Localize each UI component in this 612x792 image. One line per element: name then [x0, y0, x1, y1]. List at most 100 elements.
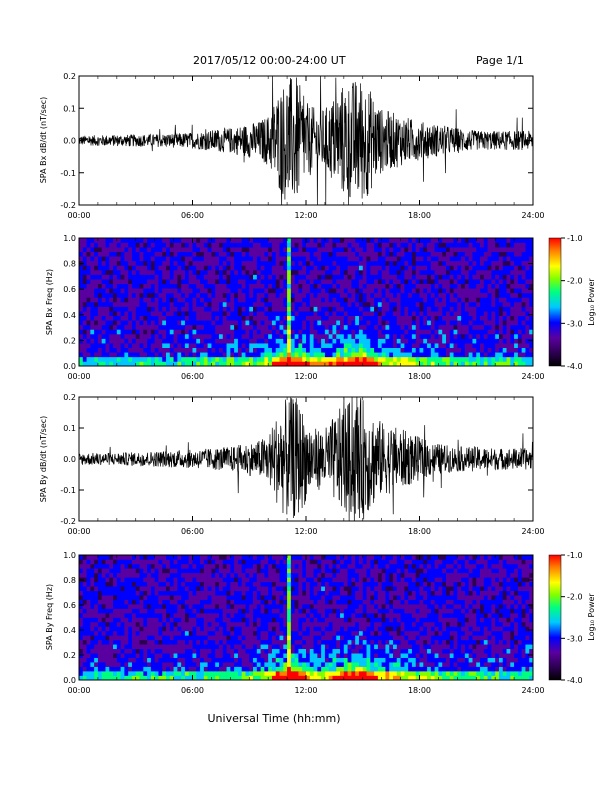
bx-spectrogram-cell	[393, 334, 398, 339]
by-spectrogram-cell	[79, 666, 84, 672]
bx-spectrogram-cell	[419, 315, 424, 321]
bx-spectrogram-cell	[215, 361, 220, 367]
bx-spectrogram-cell	[506, 347, 511, 353]
bx-spectrogram-cell	[427, 361, 432, 367]
bx-spectrogram-cell	[147, 292, 152, 298]
bx-spectrogram-cell	[181, 334, 186, 339]
bx-spectrogram-cell	[396, 356, 401, 362]
bx-spectrogram-cell	[279, 238, 284, 243]
bx-spectrogram-cell	[184, 302, 190, 307]
bx-spectrogram-cell	[377, 338, 382, 344]
bx-spectrogram-cell	[517, 283, 522, 289]
by-spectrogram-cell	[234, 644, 239, 650]
by-spectrogram-cell	[249, 581, 254, 587]
bx-spectrogram-cell	[377, 256, 382, 262]
bx-spectrogram-cell	[404, 251, 409, 257]
by-spectrogram-cell	[253, 555, 258, 560]
bx-spectrogram-cell	[317, 302, 322, 307]
by-spectrogram-cell	[166, 644, 171, 650]
bx-spectrogram-cell	[491, 329, 496, 335]
by-spectrogram-cell	[113, 648, 118, 654]
bx-spectrogram-cell	[207, 260, 212, 266]
by-spectrogram-cell	[162, 644, 167, 650]
by-spectrogram-cell	[218, 568, 224, 574]
bx-spectrogram-cell	[472, 274, 477, 280]
bx-spectrogram-cell	[396, 361, 401, 367]
bx-spectrogram-cell	[86, 265, 91, 271]
bx-spectrogram-cell	[230, 329, 235, 335]
bx-spectrogram-cell	[393, 311, 398, 317]
by-spectrogram-cell	[105, 590, 110, 596]
by-spectrogram-cell	[120, 626, 125, 632]
by-spectrogram-cell	[207, 666, 212, 672]
by-spectrogram-cell	[207, 630, 212, 636]
bx-spectrogram-cell	[408, 334, 413, 339]
bx-spectrogram-cell	[94, 306, 99, 312]
by-spectrogram-cell	[101, 617, 106, 623]
bx-spectrogram-cell	[120, 329, 125, 335]
by-spectrogram-cell	[120, 630, 125, 636]
by-spectrogram-cell	[143, 662, 148, 667]
bx-spectrogram-cell	[200, 302, 205, 307]
bx-spectrogram-cell	[377, 343, 382, 349]
by-spectrogram-cell	[253, 590, 258, 596]
by-spectrogram-cell	[173, 599, 178, 605]
bx-spectrogram-cell	[82, 302, 87, 307]
bx-spectrogram-cell	[245, 251, 250, 257]
bx-spectrogram-cell	[529, 315, 534, 321]
bx-spectrogram-cell	[427, 324, 432, 330]
bx-spectrogram-cell	[79, 251, 84, 257]
bx-spectrogram-cell	[234, 352, 239, 358]
bx-spectrogram-cell	[453, 283, 458, 289]
bx-spectrogram-cell	[169, 292, 174, 298]
bx-spectrogram-cell	[128, 334, 133, 339]
bx-spectrogram-cell	[101, 274, 106, 280]
bx-spectrogram-cell	[230, 251, 235, 257]
by-spectrogram-cell	[203, 586, 208, 592]
bx-spectrogram-cell	[283, 260, 288, 266]
bx-spectrogram-cell	[135, 306, 140, 312]
by-spectrogram-cell	[97, 559, 102, 565]
bx-spectrogram-cell	[143, 347, 148, 353]
by-spectrogram-cell	[131, 595, 137, 600]
bx-spectrogram-cell	[237, 315, 242, 321]
panel-bx-dbdt: 0.20.10.0-0.1-0.2 00:00 06:00 12:00 18:00 24…	[39, 72, 545, 220]
bx-spectrogram-cell	[487, 265, 492, 271]
bx-spectrogram-cell	[445, 311, 451, 317]
by-spectrogram-cell	[162, 581, 167, 587]
by-spectrogram-cell	[192, 581, 197, 587]
bx-spectrogram-cell	[355, 265, 360, 271]
page-title: 2017/05/12 00:00-24:00 UT	[193, 54, 346, 67]
bx-spectrogram-cell	[389, 279, 394, 285]
bx-spectrogram-cell	[358, 270, 364, 275]
bx-spectrogram-cell	[358, 247, 364, 253]
bx-spectrogram-cell	[275, 311, 280, 317]
bx-spectrogram-cell	[309, 270, 314, 275]
bx-spectrogram-cell	[340, 343, 345, 349]
bx-spectrogram-cell	[203, 270, 208, 275]
bx-spectrogram-cell	[529, 238, 534, 243]
by-spectrogram-cell	[154, 644, 159, 650]
by-spectrogram-cell	[135, 626, 140, 632]
bx-spectrogram-cell	[226, 274, 231, 280]
by-spectrogram-cell	[237, 563, 242, 569]
bx-spectrogram-cell	[94, 356, 99, 362]
by-spectrogram-cell	[260, 599, 265, 605]
bx-spectrogram-cell	[241, 242, 246, 248]
by-spectrogram-cell	[101, 662, 106, 667]
by-spectrogram-cell	[79, 671, 84, 676]
bx-spectrogram-cell	[135, 334, 140, 339]
bx-spectrogram-cell	[491, 356, 496, 362]
bx-spectrogram-cell	[101, 311, 106, 317]
by-spectrogram-cell	[211, 675, 216, 681]
bx-spectrogram-cell	[218, 306, 224, 312]
bx-spectrogram-cell	[211, 279, 216, 285]
bx-spectrogram-cell	[332, 270, 337, 275]
bx-spectrogram-cell	[166, 324, 171, 330]
bx-spectrogram-cell	[113, 256, 118, 262]
by-spectrogram-cell	[86, 662, 91, 667]
by-spectrogram-cell	[226, 604, 231, 609]
bx-spectrogram-cell	[374, 260, 379, 266]
bx-spectrogram-cell	[222, 338, 227, 344]
by-spectrogram-cell	[150, 581, 155, 587]
